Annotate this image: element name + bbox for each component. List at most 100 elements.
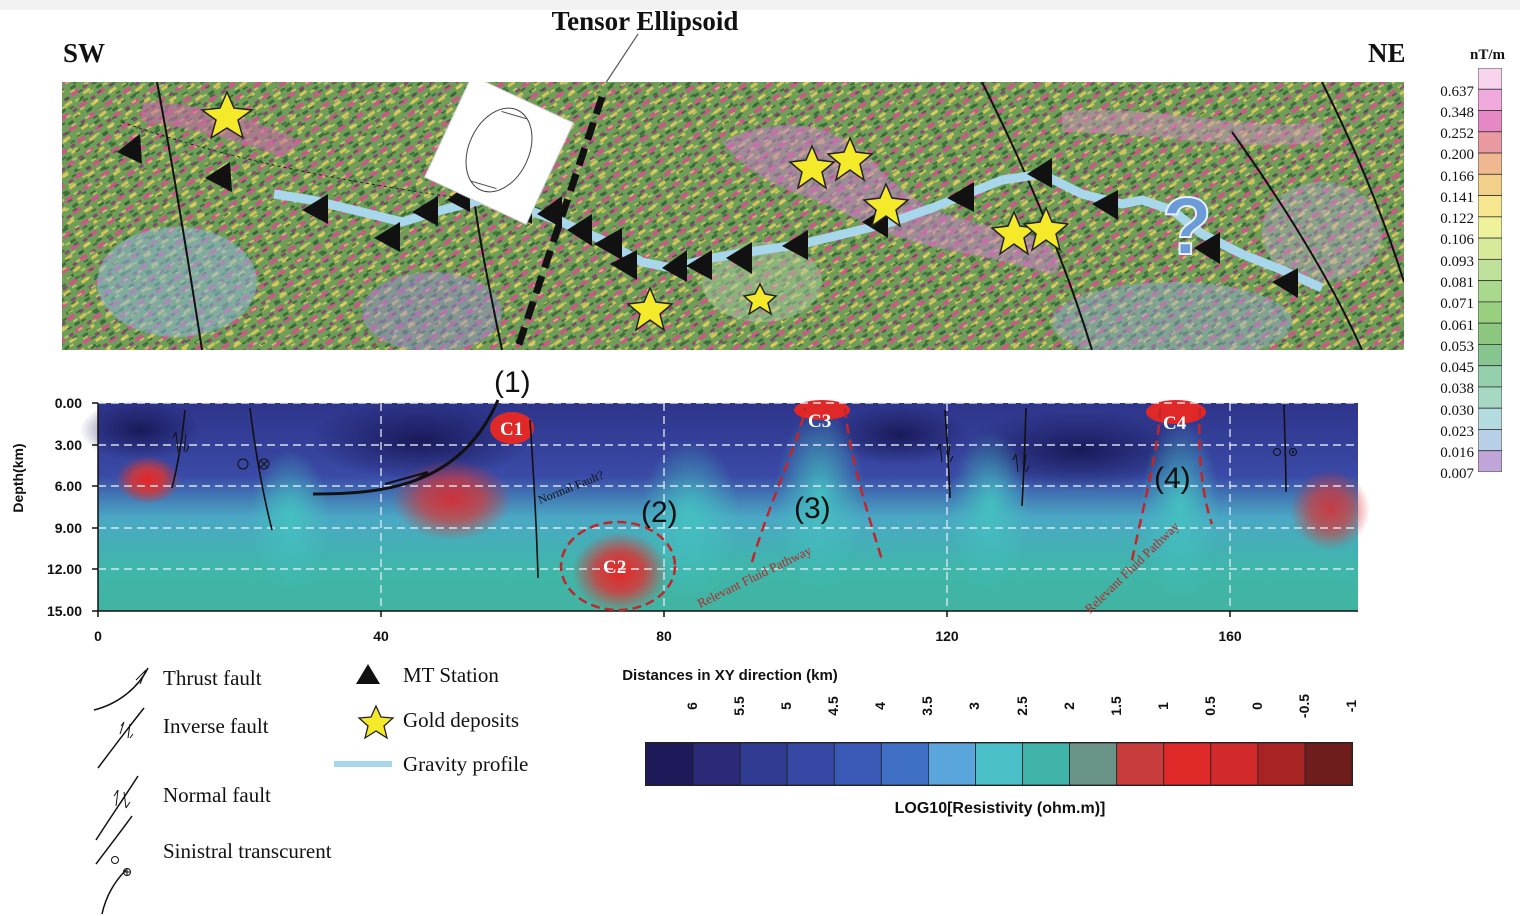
legend-sinistral-label: Sinistral transcurent: [163, 839, 332, 863]
magnetic-tick-label: 0.348: [1440, 104, 1474, 121]
magnetic-colorbar-cell: [1478, 152, 1502, 175]
legend-normal-label: Normal fault: [163, 783, 271, 807]
symbol-legend: [334, 664, 395, 767]
resistivity-tick-label: 0: [1248, 702, 1265, 710]
x-axis-label: Distances in XY direction (km): [622, 667, 838, 684]
gold-star-icon: [357, 704, 395, 740]
resistivity-colorbar-cell: [692, 743, 741, 785]
magnetic-tick-label: 0.030: [1440, 402, 1474, 419]
magnetic-tick-label: 0.122: [1440, 211, 1474, 228]
magnetic-tick-label: 0.053: [1440, 338, 1474, 355]
y-tick: 0.00: [54, 395, 82, 411]
legend-mt-label: MT Station: [403, 663, 499, 687]
magnetic-colorbar-cell: [1478, 216, 1502, 239]
magnetic-colorbar-cell: [1478, 110, 1502, 133]
magnetic-colorbar-cell: [1478, 68, 1502, 90]
magnetic-colorbar-cell: [1478, 344, 1502, 367]
resistivity-colorbar-cell: [833, 743, 882, 785]
x-tick: 40: [373, 628, 389, 644]
normal-fault-icon: [95, 775, 139, 841]
y-tick: 9.00: [54, 520, 82, 536]
y-tick: 12.00: [46, 561, 82, 577]
anomaly-c1: C1: [500, 419, 523, 440]
thrust-fault-icon: [93, 667, 149, 711]
resistivity-tick-label: 1.5: [1107, 696, 1124, 716]
magnetic-colorbar-cell: [1478, 280, 1502, 303]
marker-3: (3): [794, 492, 831, 525]
resistivity-colorbar-cell: [739, 743, 788, 785]
resistivity-tick-label: 3: [966, 702, 983, 710]
magnetic-colorbar-cell: [1478, 322, 1502, 345]
resistivity-colorbar-cell: [1022, 743, 1070, 785]
magnetic-colorbar-cell: [1478, 301, 1502, 324]
magnetic-tick-label: 0.081: [1440, 275, 1474, 291]
anomaly-c3: C3: [808, 411, 831, 432]
resistivity-colorbar-cell: [1304, 743, 1352, 785]
resistivity-tick-label: -1: [1343, 699, 1359, 713]
resistivity-colorbar-cell: [646, 743, 694, 785]
marker-1: (1): [494, 366, 531, 399]
magnetic-tick-label: 0.200: [1440, 147, 1474, 164]
y-tick: 15.00: [46, 603, 82, 619]
resistivity-colorbar-cell: [927, 743, 976, 785]
resistivity-tick-label: 2: [1060, 702, 1077, 710]
resistivity-tick-label: 3.5: [919, 696, 936, 716]
anomaly-c4: C4: [1163, 413, 1187, 434]
resistivity-tick-label: 1: [1154, 702, 1171, 710]
figure-title: Tensor Ellipsoid: [551, 6, 739, 36]
resistivity-scale-label: LOG10[Resistivity (ohm.m)]: [894, 800, 1106, 817]
magnetic-colorbar-cell: [1478, 365, 1502, 388]
y-tick: 3.00: [54, 437, 82, 453]
resistivity-tick-label: 5.5: [731, 696, 748, 716]
direction-sw-label: SW: [63, 38, 106, 68]
resistivity-colorbar-cell: [1257, 743, 1306, 785]
resistivity-colorbar-cell: [880, 743, 929, 785]
svg-text:?: ?: [1162, 181, 1212, 272]
resistivity-section: C1 C2 C3 C4 (1) (2) (3) (4) Normal Fault…: [80, 366, 1370, 617]
magnetic-colorbar: [1478, 68, 1502, 472]
magnetic-tick-label: 0.016: [1440, 445, 1474, 462]
inverse-fault-icon: [97, 707, 145, 769]
magnetic-tick-label: 0.093: [1440, 253, 1474, 270]
magnetic-colorbar-cell: [1478, 429, 1502, 452]
resistivity-colorbar-cell: [786, 743, 835, 785]
magnetic-scale-unit: nT/m: [1470, 47, 1506, 63]
magnetic-tick-label: 0.023: [1440, 423, 1474, 440]
x-tick: 0: [94, 628, 102, 644]
resistivity-colorbar: [645, 742, 1353, 786]
magnetic-tick-label: 0.071: [1440, 296, 1474, 313]
resistivity-colorbar-cell: [1163, 743, 1212, 785]
magnetic-colorbar-cell: [1478, 173, 1502, 196]
legend-inverse-label: Inverse fault: [163, 714, 269, 738]
direction-ne-label: NE: [1368, 38, 1406, 68]
resistivity-tick-label: 5: [778, 702, 795, 710]
magnetic-tick-label: 0.106: [1440, 232, 1474, 249]
x-tick: 120: [935, 628, 959, 644]
magnetic-tick-label: 0.038: [1440, 381, 1474, 398]
resistivity-colorbar-cell: [975, 743, 1023, 785]
resistivity-tick-label: 4: [872, 702, 889, 710]
marker-4: (4): [1154, 462, 1191, 495]
legend-gravity-label: Gravity profile: [403, 752, 529, 776]
magnetic-colorbar-cell: [1478, 195, 1502, 218]
magnetic-colorbar-cell: [1478, 258, 1502, 282]
magnetic-tick-label: 0.166: [1440, 168, 1474, 185]
sinistral-fault-icon: [95, 815, 133, 865]
x-tick: 160: [1218, 628, 1242, 644]
resistivity-tick-label: 2.5: [1013, 696, 1030, 716]
marker-2: (2): [641, 496, 678, 529]
resistivity-tick-label: -0.5: [1295, 693, 1312, 719]
anomaly-c2: C2: [603, 557, 626, 578]
magnetic-colorbar-cell: [1478, 88, 1502, 111]
resistivity-colorbar-cell: [1210, 743, 1259, 785]
resistivity-colorbar-cell: [1069, 743, 1118, 785]
magnetic-tick-label: 0.061: [1440, 317, 1474, 334]
resistivity-tick-label: 6: [684, 702, 701, 710]
magnetic-tick-label: 0.045: [1440, 360, 1474, 377]
mt-station-icon: [356, 664, 380, 684]
top-band: [0, 0, 1520, 10]
legend-gold-label: Gold deposits: [403, 708, 520, 732]
resistivity-tick-label: 0.5: [1201, 696, 1218, 716]
magnetic-colorbar-cell: [1478, 237, 1502, 260]
magnetic-colorbar-cell: [1478, 131, 1502, 154]
